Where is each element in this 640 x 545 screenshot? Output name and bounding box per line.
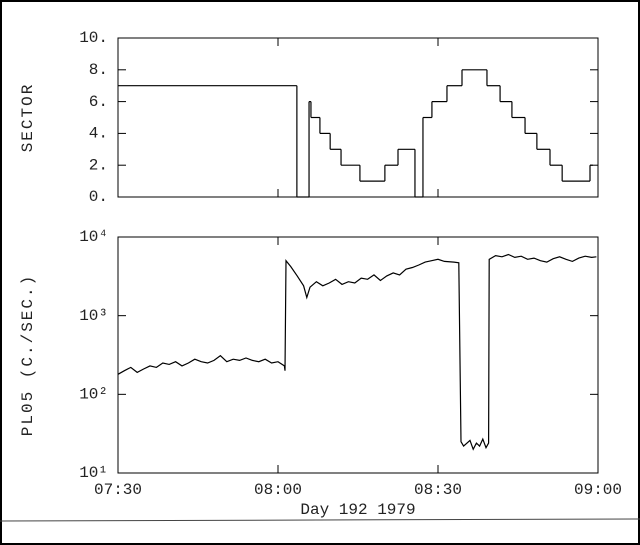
y-tick-label: 10. xyxy=(79,29,108,47)
x-tick-label: 08:30 xyxy=(414,481,462,499)
y-axis-label: PL05 (C./SEC.) xyxy=(19,274,37,436)
y-tick-label: 10¹ xyxy=(79,464,108,482)
plot-frame xyxy=(117,236,599,474)
y-tick-label: 6. xyxy=(89,93,108,111)
y-tick-label: 4. xyxy=(89,125,108,143)
x-tick-label: 08:00 xyxy=(254,481,302,499)
y-tick-label: 0. xyxy=(89,188,108,206)
y-tick-label: 2. xyxy=(89,156,108,174)
y-tick-label: 10⁴ xyxy=(79,228,108,246)
x-tick-label: 07:30 xyxy=(94,481,142,499)
y-axis-label: SECTOR xyxy=(19,83,37,153)
data-line xyxy=(117,253,597,451)
page-rule xyxy=(0,518,640,522)
y-tick-label: 10² xyxy=(79,386,108,404)
x-axis-label: Day 192 1979 xyxy=(300,501,415,519)
y-tick-label: 10³ xyxy=(79,307,108,325)
plot-frame xyxy=(117,37,599,198)
y-tick-label: 8. xyxy=(89,61,108,79)
x-tick-label: 09:00 xyxy=(574,481,622,499)
